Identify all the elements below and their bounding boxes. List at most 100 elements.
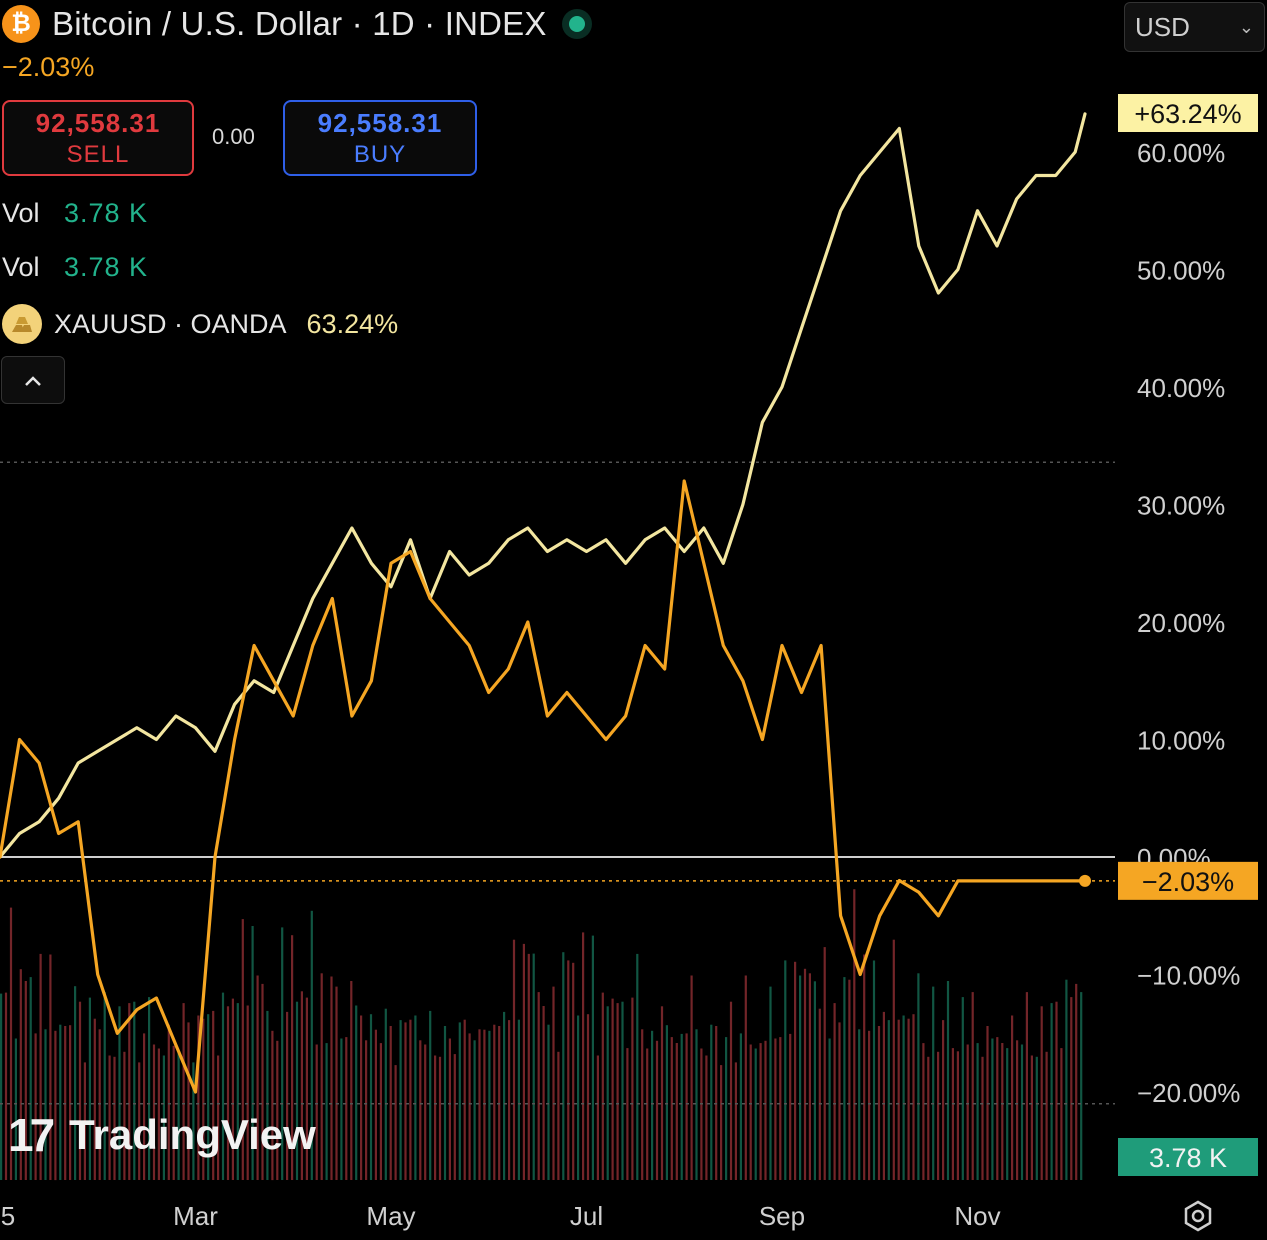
- volume-bar: [512, 939, 516, 1180]
- volume-bar: [690, 975, 693, 1180]
- volume-bar: [315, 1044, 318, 1180]
- volume-bar: [749, 1044, 752, 1180]
- volume-bar: [148, 997, 151, 1180]
- volume-bar: [739, 1033, 742, 1180]
- volume-bar: [157, 1048, 160, 1180]
- compare-symbol-legend[interactable]: XAUUSD · OANDA 63.24%: [2, 304, 398, 344]
- volume-bar: [261, 983, 264, 1180]
- volume-bar: [784, 960, 787, 1180]
- volume-bar: [138, 1062, 141, 1180]
- volume-bar: [557, 1051, 560, 1180]
- volume-bar: [192, 1062, 195, 1180]
- volume-bar: [991, 1038, 994, 1180]
- volume-bar: [152, 1044, 156, 1180]
- volume-bar: [39, 953, 42, 1180]
- symbol-header[interactable]: ₿ Bitcoin / U.S. Dollar · 1D · INDEX: [2, 4, 585, 44]
- volume-bar: [853, 889, 856, 1180]
- volume-bar: [335, 986, 338, 1180]
- x-tick-label: 5: [1, 1201, 15, 1231]
- chevron-up-icon: [23, 367, 43, 393]
- volume-bar: [789, 1033, 792, 1180]
- volume-bar: [1006, 1048, 1009, 1180]
- volume-bar: [167, 1024, 170, 1180]
- volume-bar: [404, 1022, 407, 1180]
- volume-bar: [774, 1038, 777, 1180]
- gold-bars-icon: [2, 304, 42, 344]
- volume-legend-row[interactable]: Vol 3.78 K: [2, 252, 148, 283]
- volume-bar: [517, 1019, 520, 1180]
- volume-bar: [951, 1048, 954, 1180]
- volume-bar: [128, 1003, 131, 1180]
- currency-select[interactable]: USD ⌄: [1124, 2, 1265, 52]
- volume-bar: [271, 1030, 274, 1181]
- sell-price: 92,558.31: [35, 107, 161, 138]
- volume-bar: [1025, 992, 1028, 1180]
- volume-bar: [103, 992, 106, 1180]
- xauusd-series-line: [0, 112, 1087, 859]
- volume-bar: [448, 1038, 451, 1180]
- buy-label: BUY: [353, 140, 407, 168]
- volume-bar: [212, 1010, 215, 1180]
- volume-legend-row[interactable]: Vol 3.78 K: [2, 198, 148, 229]
- volume-bar: [912, 1014, 915, 1180]
- y-tick-label: 30.00%: [1137, 491, 1225, 521]
- volume-bar: [872, 960, 876, 1180]
- volume-bars: [0, 889, 1083, 1181]
- volume-bar: [833, 1003, 836, 1180]
- volume-bar: [463, 1019, 466, 1180]
- volume-bar: [59, 1024, 62, 1180]
- btc-last-point: [1079, 874, 1091, 887]
- volume-bar: [305, 997, 308, 1180]
- volume-bar: [1011, 1015, 1014, 1180]
- volume-key: Vol: [2, 252, 40, 282]
- symbol-title[interactable]: Bitcoin / U.S. Dollar · 1D · INDEX: [52, 5, 547, 42]
- volume-bar: [310, 910, 313, 1180]
- volume-bar: [429, 1010, 432, 1180]
- volume-last-value-label-bg: [1118, 1138, 1258, 1176]
- buy-price: 92,558.31: [317, 107, 443, 138]
- volume-bar: [197, 1015, 200, 1180]
- volume-bar: [508, 1020, 511, 1180]
- volume-bar: [4, 992, 8, 1180]
- volume-bar: [9, 907, 13, 1180]
- volume-bar: [601, 992, 604, 1180]
- volume-bar: [360, 1015, 363, 1180]
- volume-bar: [345, 1037, 348, 1180]
- volume-bar: [981, 1056, 984, 1180]
- settings-gear-icon[interactable]: [1178, 1196, 1218, 1236]
- y-axis-labels: 60.00%50.00%40.00%30.00%20.00%10.00%0.00…: [1137, 138, 1240, 1108]
- collapse-legend-button[interactable]: [1, 356, 65, 404]
- volume-bar: [44, 1029, 47, 1180]
- volume-bar: [937, 1051, 940, 1180]
- volume-bar: [300, 991, 303, 1180]
- buy-button[interactable]: 92,558.31 BUY: [283, 100, 477, 176]
- volume-bar: [251, 926, 254, 1180]
- spread-value: 0.00: [212, 124, 255, 149]
- volume-value: 3.78 K: [64, 198, 149, 228]
- volume-bar: [616, 1003, 619, 1180]
- y-tick-label: 10.00%: [1137, 726, 1225, 756]
- volume-bar: [276, 1040, 279, 1180]
- volume-bar: [887, 1020, 890, 1180]
- volume-bar: [187, 1022, 190, 1180]
- volume-bar: [1070, 997, 1073, 1180]
- volume-bar: [582, 932, 585, 1180]
- volume-bar: [325, 1043, 328, 1180]
- volume-bar: [907, 1018, 910, 1180]
- volume-bar: [29, 977, 32, 1180]
- volume-bar: [443, 1026, 447, 1180]
- volume-bar: [473, 1040, 476, 1180]
- volume-bar: [177, 1051, 180, 1180]
- compare-symbol-name: XAUUSD · OANDA: [54, 308, 287, 339]
- volume-bar: [123, 1051, 126, 1180]
- volume-bar: [493, 1024, 496, 1180]
- volume-bar: [803, 968, 807, 1180]
- volume-bar: [779, 1037, 782, 1180]
- volume-bar: [1016, 1040, 1019, 1180]
- sell-button[interactable]: 92,558.31 SELL: [2, 100, 194, 176]
- volume-bar: [0, 993, 3, 1180]
- last-value-labels: +63.24% −2.03% 3.78 K: [1118, 94, 1258, 1176]
- volume-bar: [236, 1003, 239, 1180]
- volume-bar: [281, 927, 284, 1180]
